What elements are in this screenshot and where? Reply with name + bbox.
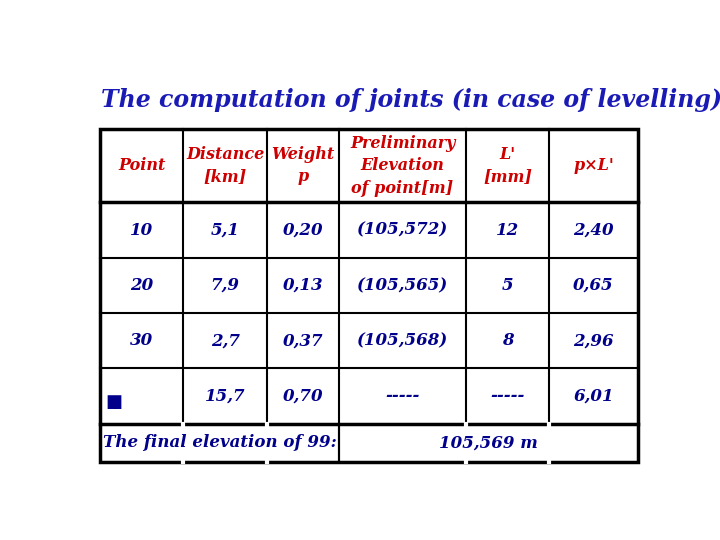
- Text: 0,20: 0,20: [283, 221, 323, 239]
- Text: 0,70: 0,70: [283, 388, 323, 404]
- Text: 12: 12: [496, 221, 519, 239]
- Text: Distance
[km]: Distance [km]: [186, 146, 264, 185]
- Text: 8: 8: [502, 332, 513, 349]
- Text: 10: 10: [130, 221, 153, 239]
- Text: 5: 5: [502, 277, 513, 294]
- Text: (105,572): (105,572): [357, 221, 449, 239]
- Text: 0,13: 0,13: [283, 277, 323, 294]
- Text: -----: -----: [385, 388, 420, 404]
- Text: (105,568): (105,568): [357, 332, 449, 349]
- Text: Preliminary
Elevation
of point[m]: Preliminary Elevation of point[m]: [350, 135, 455, 197]
- Text: The computation of joints (in case of levelling): The computation of joints (in case of le…: [101, 88, 720, 112]
- Bar: [100, 129, 638, 462]
- Text: Weight
p: Weight p: [271, 146, 335, 185]
- Text: 15,7: 15,7: [204, 388, 246, 404]
- Text: 5,1: 5,1: [211, 221, 240, 239]
- Text: ■: ■: [106, 393, 122, 411]
- Text: 2,96: 2,96: [573, 332, 614, 349]
- Text: 2,7: 2,7: [211, 332, 240, 349]
- Text: -----: -----: [490, 388, 525, 404]
- Text: L'
[mm]: L' [mm]: [483, 146, 532, 185]
- Text: 6,01: 6,01: [573, 388, 614, 404]
- Text: The final elevation of 99:: The final elevation of 99:: [103, 434, 337, 451]
- Text: 105,569 m: 105,569 m: [439, 434, 538, 451]
- Text: 0,65: 0,65: [573, 277, 614, 294]
- Text: Point: Point: [118, 157, 166, 174]
- Text: 0,37: 0,37: [283, 332, 323, 349]
- Text: 30: 30: [130, 332, 153, 349]
- Text: 20: 20: [130, 277, 153, 294]
- Text: (105,565): (105,565): [357, 277, 449, 294]
- Text: 7,9: 7,9: [211, 277, 240, 294]
- Text: p×L': p×L': [573, 157, 614, 174]
- Text: 2,40: 2,40: [573, 221, 614, 239]
